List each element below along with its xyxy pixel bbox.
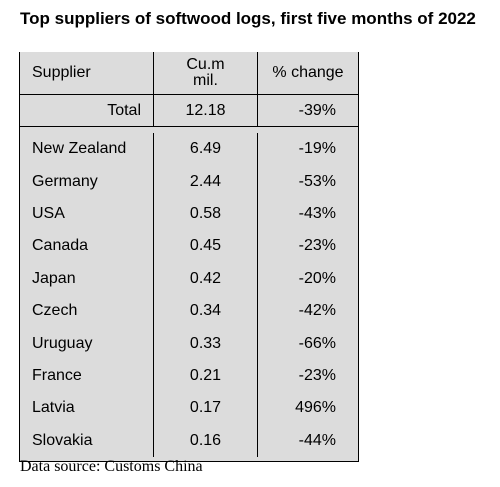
cell-change: -19% <box>298 140 336 158</box>
data-source-note: Data source: Customs China <box>20 458 203 475</box>
cell-supplier: Slovakia <box>20 424 154 457</box>
table-body: New Zealand 6.49 -19% Germany 2.44 -53% … <box>20 127 358 461</box>
cell-supplier: Japan <box>20 262 154 295</box>
cell-change: -42% <box>298 302 336 320</box>
cell-supplier: USA <box>20 197 154 231</box>
cell-change: -53% <box>298 172 336 190</box>
cell-supplier: New Zealand <box>20 133 154 166</box>
table-row: France 0.21 -23% <box>20 359 358 393</box>
header-supplier: Supplier <box>20 52 154 94</box>
table-row: Slovakia 0.16 -44% <box>20 424 358 457</box>
cell-supplier: Germany <box>20 165 154 198</box>
cell-change: -44% <box>298 431 336 449</box>
cell-volume: 0.17 <box>154 392 258 425</box>
table-row: USA 0.58 -43% <box>20 197 358 231</box>
cell-volume: 0.45 <box>154 230 258 263</box>
cell-change: 496% <box>295 399 336 417</box>
table-row: Canada 0.45 -23% <box>20 230 358 263</box>
page-title: Top suppliers of softwood logs, first fi… <box>20 9 476 28</box>
header-volume-line1: Cu.m <box>186 56 225 73</box>
cell-change: -23% <box>298 366 336 384</box>
cell-change: -20% <box>298 269 336 287</box>
cell-volume: 6.49 <box>154 133 258 166</box>
total-row: Total 12.18 -39% <box>20 95 358 127</box>
cell-supplier: Canada <box>20 230 154 263</box>
cell-supplier: France <box>20 359 154 393</box>
total-label: Total <box>20 95 154 126</box>
table-row: New Zealand 6.49 -19% <box>20 133 358 166</box>
total-volume: 12.18 <box>154 95 258 126</box>
cell-volume: 0.21 <box>154 359 258 393</box>
header-change: % change <box>272 64 344 81</box>
cell-change: -66% <box>298 334 336 352</box>
table-row: Japan 0.42 -20% <box>20 262 358 295</box>
cell-supplier: Czech <box>20 294 154 328</box>
table-row: Germany 2.44 -53% <box>20 165 358 198</box>
cell-supplier: Uruguay <box>20 327 154 360</box>
cell-volume: 2.44 <box>154 165 258 198</box>
cell-supplier: Latvia <box>20 392 154 425</box>
cell-volume: 0.58 <box>154 197 258 231</box>
table-header-row: Supplier Cu.m mil. % change <box>20 52 358 95</box>
cell-volume: 0.16 <box>154 424 258 457</box>
table-row: Uruguay 0.33 -66% <box>20 327 358 360</box>
cell-change: -23% <box>298 237 336 255</box>
total-change: -39% <box>298 101 336 119</box>
table-row: Czech 0.34 -42% <box>20 294 358 328</box>
cell-volume: 0.42 <box>154 262 258 295</box>
header-volume: Cu.m mil. <box>154 52 258 94</box>
cell-change: -43% <box>298 204 336 222</box>
cell-volume: 0.33 <box>154 327 258 360</box>
cell-volume: 0.34 <box>154 294 258 328</box>
suppliers-table: Supplier Cu.m mil. % change Total 12.18 … <box>19 52 359 462</box>
header-volume-line2: mil. <box>193 72 218 89</box>
table-row: Latvia 0.17 496% <box>20 392 358 425</box>
